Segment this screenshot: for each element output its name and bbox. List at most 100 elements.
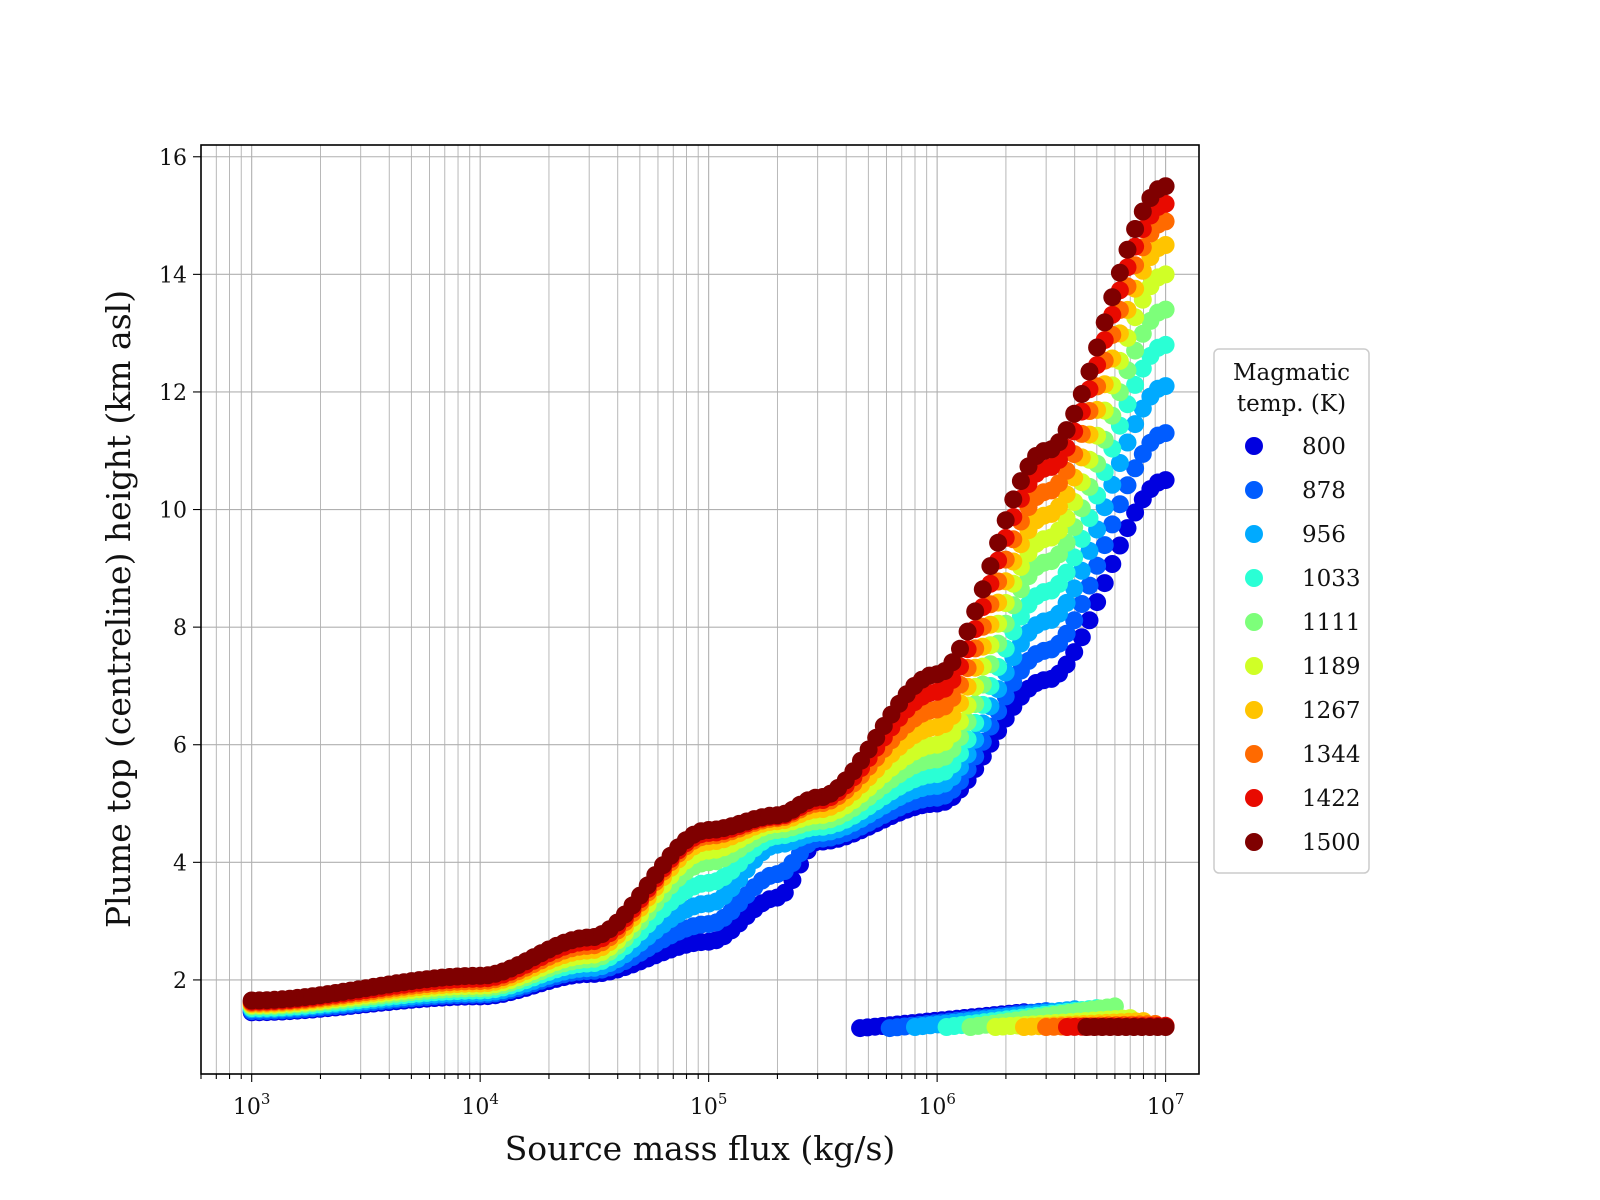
x-tick-label: 103: [233, 1090, 271, 1120]
point: [1156, 212, 1175, 231]
point: [1072, 628, 1091, 647]
point: [1080, 362, 1099, 381]
legend-marker: [1245, 481, 1263, 499]
legend-label: 1500: [1302, 830, 1361, 856]
point: [943, 653, 962, 672]
point: [1080, 576, 1099, 595]
legend-label: 1111: [1302, 610, 1361, 636]
legend-label: 956: [1302, 522, 1346, 548]
point: [1072, 561, 1091, 580]
point: [1126, 459, 1145, 478]
y-tick-label: 8: [173, 616, 187, 641]
point: [1057, 563, 1076, 582]
legend-label: 878: [1302, 478, 1346, 504]
legend-box: [1213, 348, 1370, 874]
point: [996, 511, 1015, 530]
point: [1118, 433, 1137, 452]
legend-label: 1267: [1302, 698, 1361, 724]
legend-marker: [1245, 613, 1263, 631]
point: [1126, 375, 1145, 394]
legend-marker: [1245, 833, 1263, 851]
point: [1118, 240, 1137, 259]
point: [1156, 236, 1175, 254]
point: [1057, 624, 1076, 643]
x-tick-label: 106: [918, 1090, 956, 1120]
legend-marker: [1245, 701, 1263, 719]
axis-ticks: 2 4 6 8 10 12 14 16 103 104 105 106 107: [159, 146, 1184, 1120]
point: [1133, 202, 1152, 221]
legend-marker: [1245, 745, 1263, 763]
point: [1057, 421, 1076, 440]
point: [1156, 424, 1175, 443]
point: [1126, 415, 1145, 434]
y-tick-label: 2: [173, 969, 187, 994]
legend-marker: [1245, 657, 1263, 675]
point: [958, 622, 977, 641]
point: [1110, 495, 1129, 514]
point: [981, 557, 1000, 576]
point: [1156, 377, 1175, 396]
point: [1088, 338, 1107, 357]
legend-label: 1344: [1302, 742, 1361, 768]
point: [1095, 536, 1114, 555]
y-tick-label: 16: [159, 146, 187, 171]
point: [1126, 220, 1145, 238]
point: [1110, 536, 1129, 555]
y-axis-label: Plume top (centreline) height (km asl): [99, 290, 138, 928]
point: [1065, 643, 1084, 662]
point: [1065, 548, 1084, 567]
y-tick-label: 10: [159, 499, 187, 524]
point: [1095, 574, 1114, 593]
point: [1110, 263, 1129, 282]
legend-marker: [1245, 437, 1263, 455]
legend-marker: [1245, 569, 1263, 587]
y-tick-label: 4: [173, 851, 187, 876]
legend-label: 1189: [1302, 654, 1361, 680]
collapse-point: [1156, 1018, 1175, 1036]
point: [1103, 288, 1122, 307]
point: [1065, 404, 1084, 423]
point: [1156, 335, 1175, 354]
x-tick-label: 105: [690, 1090, 728, 1120]
point: [1065, 579, 1084, 598]
legend-label: 800: [1302, 434, 1346, 460]
point: [1072, 385, 1091, 403]
y-tick-label: 12: [159, 381, 187, 406]
point: [1011, 472, 1030, 491]
x-tick-label: 107: [1147, 1090, 1185, 1120]
x-axis-label: Source mass flux (kg/s): [505, 1129, 896, 1168]
point: [1156, 194, 1175, 213]
point: [1156, 265, 1175, 284]
legend-label: 1422: [1302, 786, 1361, 812]
x-tick-label: 104: [461, 1090, 499, 1120]
series-1500: [242, 177, 1175, 1036]
point: [1126, 503, 1145, 522]
point: [1118, 476, 1137, 495]
point: [1088, 556, 1107, 575]
point: [1156, 300, 1175, 319]
point: [1004, 490, 1023, 509]
point: [951, 639, 969, 658]
point: [1103, 555, 1122, 573]
plot-frame: [200, 144, 1200, 1075]
point: [1156, 177, 1175, 196]
point: [1080, 611, 1099, 630]
point: [973, 580, 992, 599]
point: [1057, 593, 1076, 612]
legend-title: Magmatic: [1233, 360, 1350, 386]
y-tick-label: 14: [159, 263, 187, 288]
legend-title: temp. (K): [1237, 391, 1346, 417]
point: [1065, 611, 1084, 630]
legend-marker: [1245, 789, 1263, 807]
point: [1103, 515, 1122, 534]
point: [1088, 593, 1107, 612]
point: [1118, 519, 1137, 538]
point: [1095, 313, 1114, 332]
point: [1072, 595, 1091, 613]
y-tick-label: 6: [173, 734, 187, 759]
point: [1110, 454, 1129, 472]
legend-marker: [1245, 525, 1263, 543]
scatter-marks: [242, 177, 1175, 1038]
point: [966, 602, 985, 621]
